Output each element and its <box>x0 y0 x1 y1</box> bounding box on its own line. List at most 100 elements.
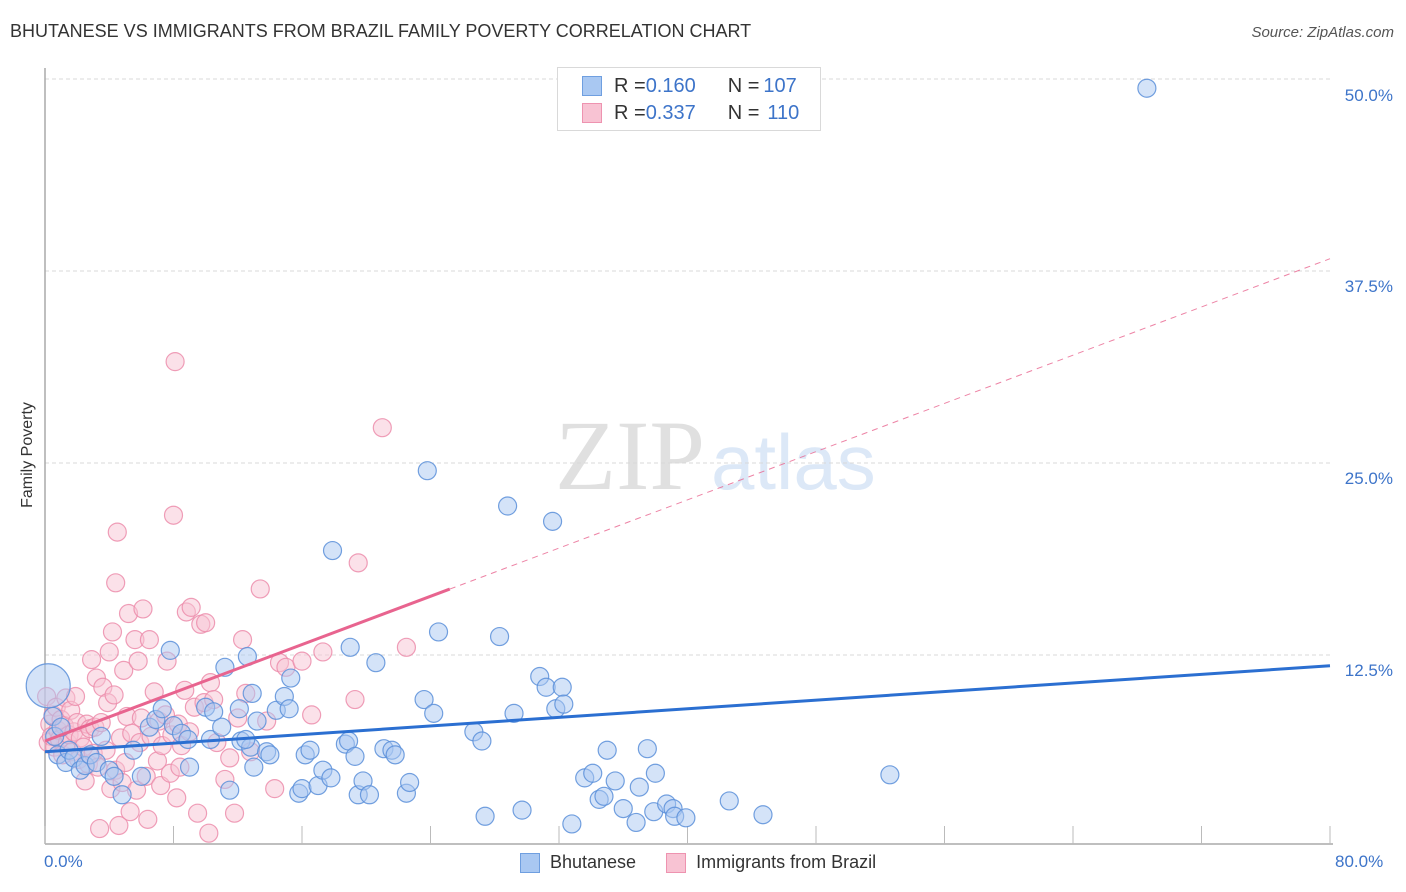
bhutanese-point <box>472 731 492 751</box>
bhutanese-trend-line <box>44 664 1331 754</box>
bhutanese-point <box>504 703 524 723</box>
brazil-point <box>224 803 245 823</box>
bhutanese-point <box>475 806 495 826</box>
brazil-point <box>265 779 285 799</box>
bhutanese-point <box>300 740 320 760</box>
brazil-point <box>107 522 127 542</box>
brazil-point <box>220 748 240 768</box>
brazil-point <box>139 630 160 650</box>
legend-swatch-blue <box>582 76 602 96</box>
bhutanese-point <box>536 677 556 697</box>
bhutanese-point <box>244 757 264 777</box>
brazil-trend-line <box>44 587 451 743</box>
brazil-point <box>232 630 253 650</box>
bhutanese-point <box>637 739 657 759</box>
y-tick-50: 50.0% <box>1344 86 1393 105</box>
legend-n-label: N = <box>727 74 760 97</box>
legend-swatch-blue <box>520 852 540 873</box>
bhutanese-point <box>104 766 124 786</box>
correlation-legend: R = 0.160 N = 107 R = 0.337 N = 110 <box>557 67 821 131</box>
bhutanese-point <box>152 699 172 719</box>
bhutanese-point <box>292 779 312 799</box>
legend-item-brazil[interactable]: Immigrants from Brazil <box>666 852 876 873</box>
y-tick-25: 25.0% <box>1344 469 1393 488</box>
y-tick-12-5: 12.5% <box>1344 661 1393 680</box>
brazil-point <box>106 573 126 593</box>
bhutanese-point <box>512 800 532 820</box>
bhutanese-point <box>247 711 267 731</box>
brazil-point <box>187 803 208 823</box>
legend-r-value: 0.337 <box>645 101 696 124</box>
brazil-point <box>302 705 322 725</box>
bhutanese-point <box>498 496 518 516</box>
series-bhutanese <box>25 78 1157 834</box>
bhutanese-point <box>417 461 437 481</box>
legend-row-brazil: R = 0.337 N = 110 <box>582 101 799 125</box>
brazil-point <box>292 651 312 671</box>
bhutanese-point <box>91 726 111 747</box>
bhutanese-point <box>1137 78 1157 98</box>
bhutanese-point <box>359 785 380 805</box>
bhutanese-point <box>242 683 262 704</box>
bhutanese-point <box>385 745 405 765</box>
bhutanese-point <box>160 640 180 660</box>
legend-item-bhutanese[interactable]: Bhutanese <box>520 852 636 873</box>
brazil-point <box>372 418 392 438</box>
gridlines <box>45 78 1330 656</box>
bhutanese-point <box>281 668 301 688</box>
brazil-point <box>133 599 153 619</box>
bhutanese-point <box>260 745 280 765</box>
bhutanese-point <box>645 763 665 783</box>
bhutanese-point <box>880 765 900 785</box>
legend-n-value: 107 <box>763 74 797 97</box>
brazil-point <box>396 637 417 657</box>
source-label: Source: ZipAtlas.com <box>1251 24 1394 41</box>
bhutanese-point <box>552 677 572 697</box>
brazil-point <box>120 802 140 822</box>
y-axis-label: Family Poverty <box>19 402 36 508</box>
legend-label: Immigrants from Brazil <box>696 852 877 872</box>
chart-title: BHUTANESE VS IMMIGRANTS FROM BRAZIL FAMI… <box>10 21 752 41</box>
brazil-point <box>348 553 368 573</box>
bhutanese-point <box>179 757 200 777</box>
brazil-point <box>167 788 187 808</box>
y-tick-37-5: 37.5% <box>1344 277 1393 296</box>
bhutanese-point <box>229 699 249 719</box>
brazil-point <box>104 685 124 705</box>
bhutanese-point <box>131 766 151 786</box>
brazil-point <box>199 823 219 843</box>
bhutanese-point <box>414 689 434 710</box>
brazil-point <box>163 505 184 525</box>
brazil-point <box>81 650 102 670</box>
bhutanese-point <box>613 798 633 819</box>
bhutanese-point <box>542 511 563 531</box>
legend-row-bhutanese: R = 0.160 N = 107 <box>582 74 797 98</box>
bhutanese-point <box>340 637 360 657</box>
brazil-point <box>128 651 148 671</box>
brazil-point <box>90 818 110 839</box>
bhutanese-point <box>321 768 341 788</box>
legend-swatch-pink <box>666 852 687 873</box>
x-tick-min: 0.0% <box>44 852 83 871</box>
bhutanese-point <box>112 785 132 805</box>
brazil-point <box>109 815 129 836</box>
brazil-trend-line-extrapolated <box>449 258 1331 590</box>
x-tick-max: 80.0% <box>1335 852 1384 871</box>
brazil-point <box>165 352 185 372</box>
bhutanese-point <box>605 771 625 791</box>
bhutanese-point <box>400 772 420 793</box>
bhutanese-point <box>629 777 649 797</box>
bhutanese-point <box>626 812 646 833</box>
legend-n-label: N = <box>727 101 760 124</box>
legend-r-label: R = <box>614 74 646 97</box>
legend-label: Bhutanese <box>550 852 637 872</box>
bhutanese-point <box>220 780 240 800</box>
legend-r-value: 0.160 <box>645 74 696 97</box>
legend-swatch-pink <box>582 103 602 123</box>
bhutanese-point <box>594 786 614 806</box>
bhutanese-point <box>753 805 773 825</box>
bhutanese-point <box>322 540 343 561</box>
bhutanese-point <box>562 814 582 834</box>
bhutanese-point <box>366 653 386 673</box>
brazil-point <box>181 597 201 617</box>
